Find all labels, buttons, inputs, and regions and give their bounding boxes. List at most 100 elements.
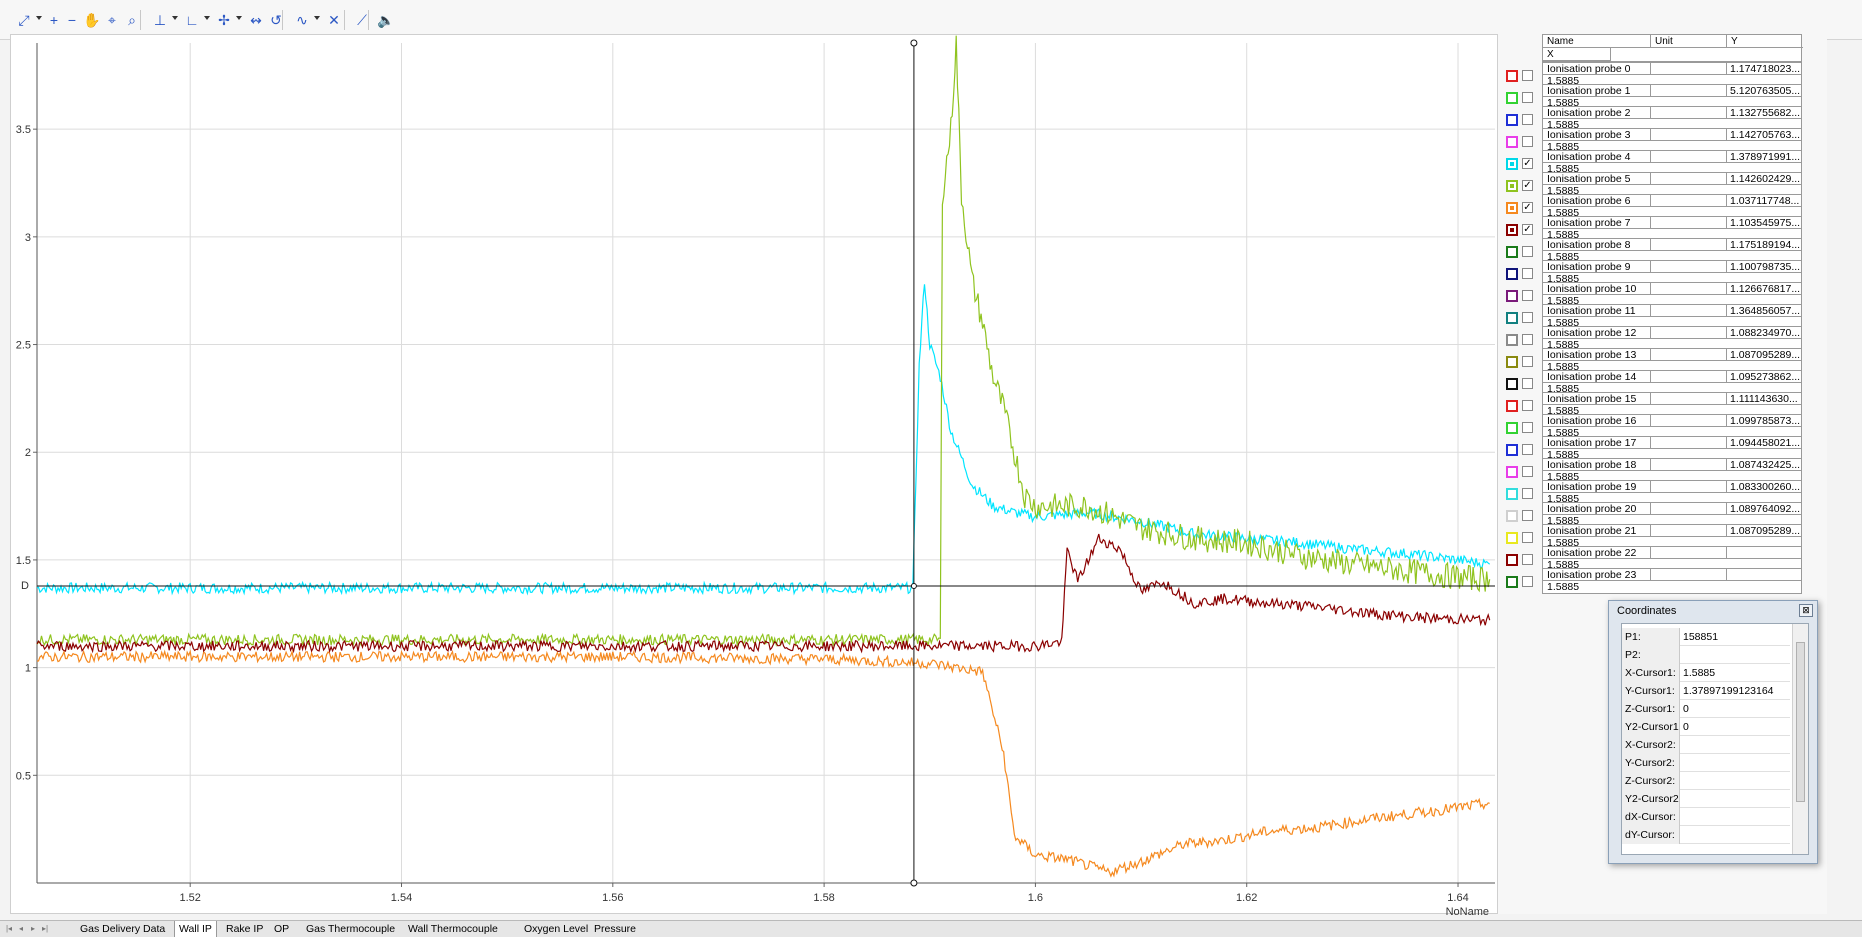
- color-swatch-icon[interactable]: [1506, 180, 1518, 192]
- coordinate-value[interactable]: [1680, 826, 1790, 844]
- visibility-checkbox[interactable]: [1522, 312, 1533, 323]
- header-x[interactable]: X: [1543, 48, 1611, 61]
- visibility-checkbox[interactable]: [1522, 136, 1533, 147]
- visibility-checkbox[interactable]: [1522, 378, 1533, 389]
- line-chart[interactable]: 1.52 1.54 1.56 1.58 1.6 1.62 1.640.511.522.533…: [11, 35, 1499, 915]
- visibility-checkbox[interactable]: [1522, 290, 1533, 301]
- visibility-checkbox[interactable]: [1522, 356, 1533, 367]
- auto-scale-icon[interactable]: ⤢: [18, 11, 30, 28]
- scrollbar-thumb[interactable]: [1796, 642, 1805, 802]
- visibility-checkbox[interactable]: [1522, 576, 1533, 587]
- zoom-reset-icon[interactable]: ⌖: [108, 11, 116, 28]
- tab-pressure[interactable]: Pressure: [594, 923, 637, 935]
- y-axis-scale-icon[interactable]: ⊥: [153, 11, 167, 28]
- header-y[interactable]: Y: [1727, 35, 1803, 48]
- coordinate-value[interactable]: [1680, 646, 1790, 664]
- coordinate-value[interactable]: [1680, 772, 1790, 790]
- tab-rake-ip[interactable]: Rake IP: [226, 923, 264, 935]
- signal-row[interactable]: Ionisation probe 11 1.364856057... 1.5885: [1498, 304, 1803, 330]
- visibility-checkbox[interactable]: [1522, 532, 1533, 543]
- signal-row[interactable]: Ionisation probe 23 1.5885: [1498, 568, 1803, 594]
- color-swatch-icon[interactable]: [1506, 576, 1518, 588]
- tab-gas-thermocouple[interactable]: Gas Thermocouple: [306, 923, 396, 935]
- tab-scroll-button[interactable]: ▸: [30, 924, 35, 933]
- curve-fit-icon[interactable]: ∿: [296, 11, 308, 28]
- cursor-sync-icon[interactable]: ↭: [250, 11, 262, 28]
- sound-icon[interactable]: 🔈: [377, 11, 395, 28]
- tab-gas-delivery-data[interactable]: Gas Delivery Data: [80, 923, 166, 935]
- color-swatch-icon[interactable]: [1506, 510, 1518, 522]
- color-swatch-icon[interactable]: [1506, 92, 1518, 104]
- visibility-checkbox[interactable]: [1522, 268, 1533, 279]
- color-swatch-icon[interactable]: [1506, 70, 1518, 82]
- tab-oxygen-level[interactable]: Oxygen Level: [524, 923, 589, 935]
- coordinates-dialog[interactable]: Coordinates ⊠ P1: 158851 P2: X-Cursor1: 1.58…: [1608, 600, 1818, 864]
- color-swatch-icon[interactable]: [1506, 400, 1518, 412]
- color-swatch-icon[interactable]: [1506, 334, 1518, 346]
- visibility-checkbox[interactable]: ✓: [1522, 180, 1533, 191]
- color-swatch-icon[interactable]: [1506, 312, 1518, 324]
- coordinates-scrollbar[interactable]: [1792, 624, 1808, 854]
- visibility-checkbox[interactable]: ✓: [1522, 158, 1533, 169]
- color-swatch-icon[interactable]: [1506, 224, 1518, 236]
- chevron-down-icon[interactable]: [204, 16, 210, 20]
- x-axis-scale-icon[interactable]: ∟: [185, 12, 199, 28]
- chevron-down-icon[interactable]: [172, 16, 178, 20]
- coordinate-value[interactable]: [1680, 736, 1790, 754]
- marker-icon[interactable]: ✕: [328, 11, 340, 28]
- zoom-out-icon[interactable]: −: [67, 12, 77, 28]
- header-name[interactable]: Name: [1543, 35, 1651, 48]
- color-swatch-icon[interactable]: [1506, 246, 1518, 258]
- header-unit[interactable]: Unit: [1651, 35, 1727, 48]
- color-swatch-icon[interactable]: [1506, 554, 1518, 566]
- coordinate-value[interactable]: [1680, 754, 1790, 772]
- visibility-checkbox[interactable]: [1522, 422, 1533, 433]
- color-swatch-icon[interactable]: [1506, 378, 1518, 390]
- color-swatch-icon[interactable]: [1506, 466, 1518, 478]
- color-swatch-icon[interactable]: [1506, 444, 1518, 456]
- cursor-reset-icon[interactable]: ↺: [270, 11, 282, 28]
- visibility-checkbox[interactable]: [1522, 444, 1533, 455]
- trend-icon[interactable]: ⟋: [357, 11, 367, 28]
- tab-scroll-button[interactable]: |◂: [5, 924, 13, 933]
- color-swatch-icon[interactable]: [1506, 422, 1518, 434]
- coordinate-value[interactable]: 0: [1683, 703, 1689, 715]
- color-swatch-icon[interactable]: [1506, 136, 1518, 148]
- visibility-checkbox[interactable]: ✓: [1522, 202, 1533, 213]
- visibility-checkbox[interactable]: [1522, 554, 1533, 565]
- coordinate-value[interactable]: 158851: [1683, 631, 1719, 643]
- color-swatch-icon[interactable]: [1506, 488, 1518, 500]
- coordinate-value[interactable]: 1.37897199123164: [1683, 685, 1774, 697]
- close-icon[interactable]: ⊠: [1799, 604, 1813, 617]
- zoom-in-icon[interactable]: +: [49, 12, 59, 28]
- chevron-down-icon[interactable]: [236, 16, 242, 20]
- visibility-checkbox[interactable]: [1522, 70, 1533, 81]
- visibility-checkbox[interactable]: [1522, 488, 1533, 499]
- visibility-checkbox[interactable]: [1522, 400, 1533, 411]
- plot-area[interactable]: 1.52 1.54 1.56 1.58 1.6 1.62 1.64 0.5 1 1.5 2 2.5 3 3…: [10, 34, 1499, 915]
- signal-row[interactable]: ✓ Ionisation probe 4 1.378971991... 1.5885: [1498, 150, 1803, 176]
- pan-hand-icon[interactable]: ✋: [83, 11, 101, 28]
- color-swatch-icon[interactable]: [1506, 532, 1518, 544]
- coordinate-value[interactable]: [1680, 808, 1790, 826]
- tab-op[interactable]: OP: [274, 923, 290, 935]
- coordinate-value[interactable]: 1.5885: [1683, 667, 1716, 679]
- tab-scroll-button[interactable]: ◂: [18, 924, 23, 933]
- coordinate-value[interactable]: [1680, 790, 1790, 808]
- zoom-window-icon[interactable]: ⌕: [128, 11, 136, 28]
- visibility-checkbox[interactable]: [1522, 510, 1533, 521]
- cursor-icon[interactable]: ✢: [218, 11, 230, 28]
- color-swatch-icon[interactable]: [1506, 114, 1518, 126]
- visibility-checkbox[interactable]: [1522, 246, 1533, 257]
- color-swatch-icon[interactable]: [1506, 268, 1518, 280]
- tab-wall-ip[interactable]: Wall IP: [174, 921, 217, 937]
- chevron-down-icon[interactable]: [314, 16, 320, 20]
- chevron-down-icon[interactable]: [36, 16, 42, 20]
- color-swatch-icon[interactable]: [1506, 158, 1518, 170]
- color-swatch-icon[interactable]: [1506, 202, 1518, 214]
- color-swatch-icon[interactable]: [1506, 356, 1518, 368]
- visibility-checkbox[interactable]: [1522, 466, 1533, 477]
- visibility-checkbox[interactable]: [1522, 114, 1533, 125]
- tab-scroll-button[interactable]: ▸|: [41, 924, 49, 933]
- tab-wall-thermocouple[interactable]: Wall Thermocouple: [408, 923, 498, 935]
